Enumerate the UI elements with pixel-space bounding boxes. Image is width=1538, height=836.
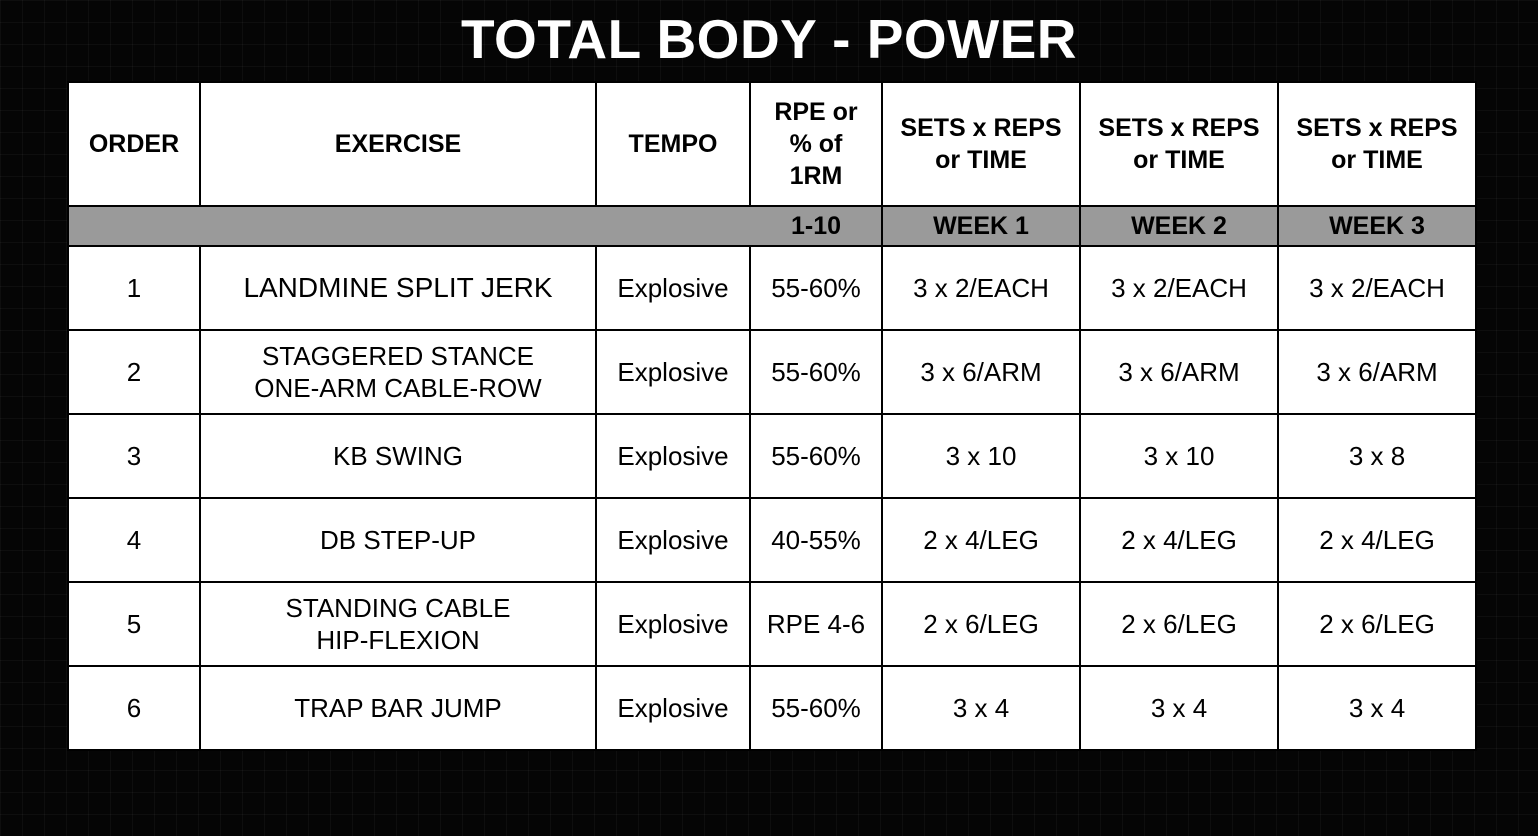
week3-cell: 2 x 4/LEG [1277, 497, 1477, 583]
table-row: 2 STAGGERED STANCE ONE-ARM CABLE-ROW Exp… [67, 329, 1477, 415]
intensity-cell: 55-60% [749, 245, 883, 331]
subheader-week1: WEEK 1 [881, 205, 1081, 247]
week1-cell: 3 x 2/EACH [881, 245, 1081, 331]
exercise-name-line1: KB SWING [332, 441, 463, 471]
page-title: TOTAL BODY - POWER [460, 8, 1078, 70]
header-intensity-line3: 1RM [789, 162, 843, 190]
week2-cell: 3 x 2/EACH [1079, 245, 1279, 331]
tempo-cell: Explosive [595, 581, 751, 667]
header-order: ORDER [67, 81, 201, 207]
week3-cell: 3 x 2/EACH [1277, 245, 1477, 331]
exercise-cell: KB SWING [199, 413, 597, 499]
subheader-blank-cell [199, 205, 597, 247]
table-row: 4 DB STEP-UP Explosive 40-55% 2 x 4/LEG … [67, 497, 1477, 583]
exercise-name-line2: HIP-FLEXION [316, 625, 480, 655]
workout-table: ORDER EXERCISE TEMPO RPE or % of 1RM SET… [67, 81, 1477, 751]
header-sets-line1: SETS x REPS [900, 114, 1062, 142]
subheader-week3: WEEK 3 [1277, 205, 1477, 247]
table-row: 1 LANDMINE SPLIT JERK Explosive 55-60% 3… [67, 245, 1477, 331]
week3-cell: 3 x 6/ARM [1277, 329, 1477, 415]
week3-cell: 3 x 8 [1277, 413, 1477, 499]
subheader-row: 1-10 WEEK 1 WEEK 2 WEEK 3 [67, 205, 1477, 247]
header-intensity: RPE or % of 1RM [749, 81, 883, 207]
subheader-week2: WEEK 2 [1079, 205, 1279, 247]
exercise-cell: DB STEP-UP [199, 497, 597, 583]
tempo-cell: Explosive [595, 413, 751, 499]
header-tempo: TEMPO [595, 81, 751, 207]
header-row: ORDER EXERCISE TEMPO RPE or % of 1RM SET… [67, 81, 1477, 207]
intensity-cell: RPE 4-6 [749, 581, 883, 667]
order-cell: 4 [67, 497, 201, 583]
week3-cell: 3 x 4 [1277, 665, 1477, 751]
subheader-blank-cell [595, 205, 751, 247]
intensity-cell: 40-55% [749, 497, 883, 583]
intensity-cell: 55-60% [749, 665, 883, 751]
header-week3-sets: SETS x REPS or TIME [1277, 81, 1477, 207]
exercise-cell: STANDING CABLE HIP-FLEXION [199, 581, 597, 667]
order-cell: 5 [67, 581, 201, 667]
week2-cell: 2 x 6/LEG [1079, 581, 1279, 667]
exercise-name-line1: TRAP BAR JUMP [294, 693, 502, 723]
intensity-cell: 55-60% [749, 413, 883, 499]
order-cell: 2 [67, 329, 201, 415]
subheader-blank-cell [67, 205, 201, 247]
order-cell: 6 [67, 665, 201, 751]
header-sets-line2: or TIME [1133, 146, 1225, 174]
tempo-cell: Explosive [595, 665, 751, 751]
tempo-cell: Explosive [595, 245, 751, 331]
table-row: 3 KB SWING Explosive 55-60% 3 x 10 3 x 1… [67, 413, 1477, 499]
order-cell: 3 [67, 413, 201, 499]
header-week1-sets: SETS x REPS or TIME [881, 81, 1081, 207]
exercise-name-line1: LANDMINE SPLIT JERK [243, 272, 553, 303]
week1-cell: 3 x 4 [881, 665, 1081, 751]
week1-cell: 3 x 10 [881, 413, 1081, 499]
week2-cell: 3 x 6/ARM [1079, 329, 1279, 415]
exercise-name-line1: DB STEP-UP [319, 525, 477, 555]
week2-cell: 3 x 4 [1079, 665, 1279, 751]
table-row: 5 STANDING CABLE HIP-FLEXION Explosive R… [67, 581, 1477, 667]
tempo-cell: Explosive [595, 329, 751, 415]
header-sets-line1: SETS x REPS [1296, 114, 1458, 142]
week1-cell: 3 x 6/ARM [881, 329, 1081, 415]
exercise-cell: LANDMINE SPLIT JERK [199, 245, 597, 331]
tempo-cell: Explosive [595, 497, 751, 583]
exercise-cell: TRAP BAR JUMP [199, 665, 597, 751]
exercise-name-line2: ONE-ARM CABLE-ROW [254, 373, 542, 403]
week2-cell: 2 x 4/LEG [1079, 497, 1279, 583]
header-sets-line2: or TIME [1331, 146, 1423, 174]
header-intensity-line2: % of [789, 130, 843, 158]
week1-cell: 2 x 4/LEG [881, 497, 1081, 583]
header-sets-line1: SETS x REPS [1098, 114, 1260, 142]
week2-cell: 3 x 10 [1079, 413, 1279, 499]
header-intensity-line1: RPE or [774, 98, 858, 126]
subheader-rpe-scale: 1-10 [749, 205, 883, 247]
exercise-name-line1: STANDING CABLE [285, 593, 511, 623]
header-week2-sets: SETS x REPS or TIME [1079, 81, 1279, 207]
intensity-cell: 55-60% [749, 329, 883, 415]
exercise-name-line1: STAGGERED STANCE [261, 341, 535, 371]
header-exercise: EXERCISE [199, 81, 597, 207]
order-cell: 1 [67, 245, 201, 331]
table-row: 6 TRAP BAR JUMP Explosive 55-60% 3 x 4 3… [67, 665, 1477, 751]
week3-cell: 2 x 6/LEG [1277, 581, 1477, 667]
header-sets-line2: or TIME [935, 146, 1027, 174]
exercise-cell: STAGGERED STANCE ONE-ARM CABLE-ROW [199, 329, 597, 415]
week1-cell: 2 x 6/LEG [881, 581, 1081, 667]
